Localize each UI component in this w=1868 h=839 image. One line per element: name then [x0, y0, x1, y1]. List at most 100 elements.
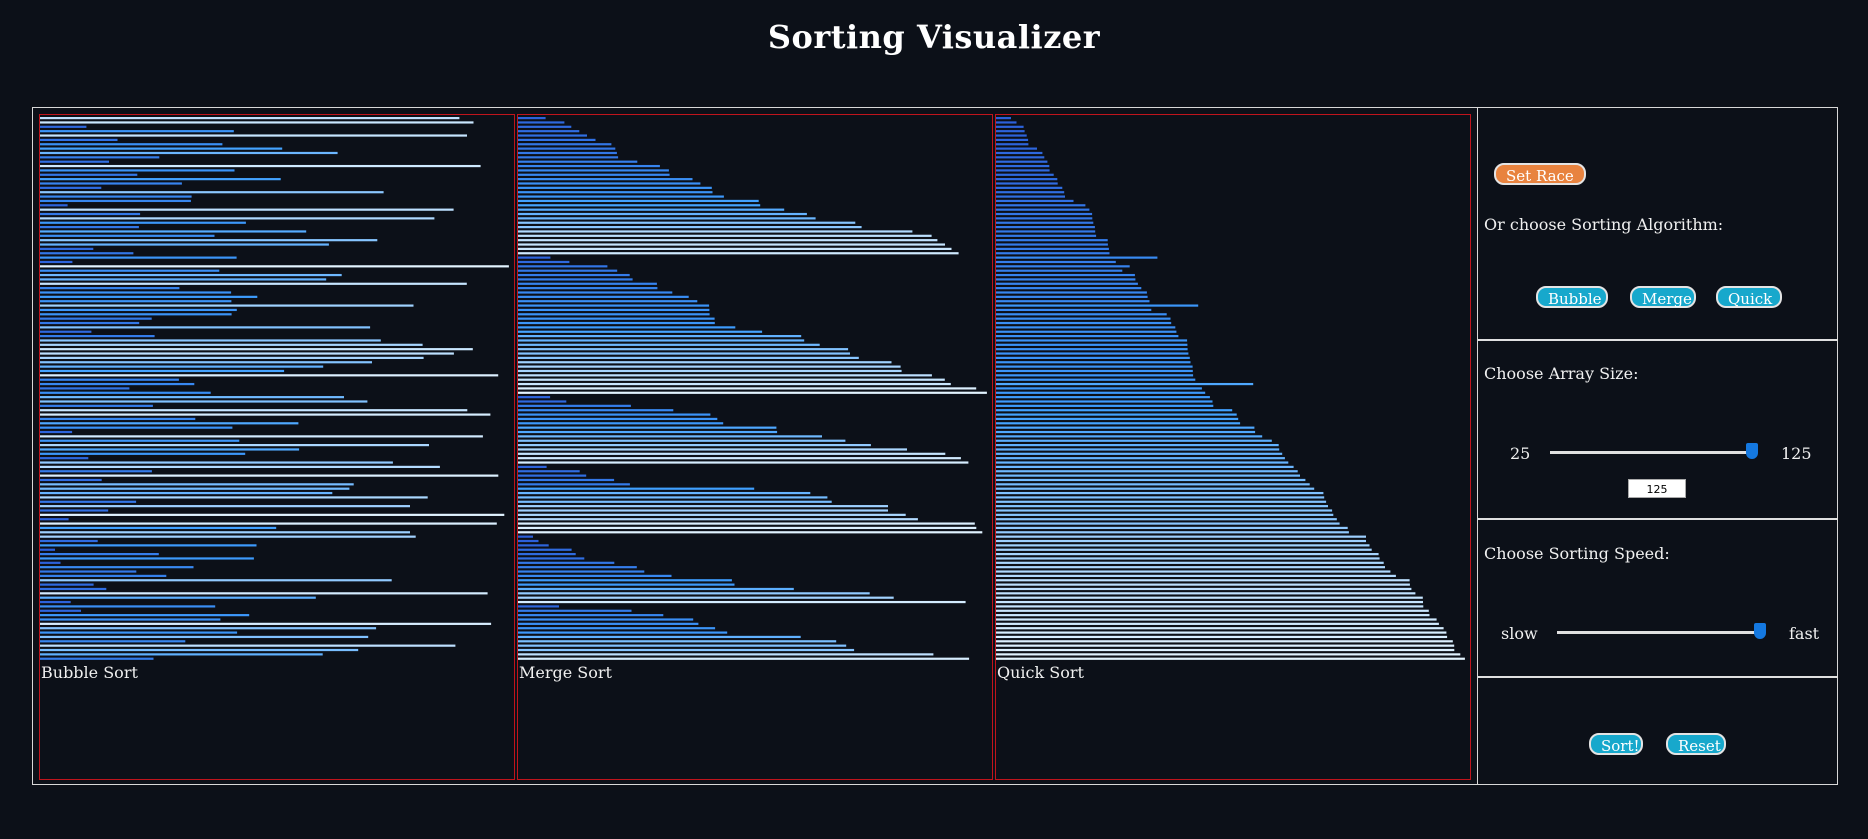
speed-slider-thumb[interactable]: [1754, 623, 1766, 639]
array-bar: [518, 439, 846, 442]
array-bar: [40, 348, 473, 351]
array-bar: [518, 444, 871, 447]
array-bar: [40, 269, 220, 272]
array-bar: [40, 365, 324, 368]
array-bar: [518, 487, 755, 490]
array-bar: [518, 195, 724, 198]
array-bar: [40, 413, 491, 416]
bubble-button[interactable]: Bubble: [1536, 286, 1608, 308]
divider: [1478, 676, 1838, 678]
array-bar: [518, 147, 616, 150]
array-bar: [40, 221, 246, 224]
array-bar: [996, 387, 1202, 390]
array-bar: [40, 151, 338, 155]
array-bar: [518, 522, 975, 525]
array-bar: [996, 539, 1366, 543]
array-bar: [996, 125, 1024, 128]
array-bar: [518, 256, 551, 259]
array-bar: [40, 252, 134, 255]
array-bar: [40, 509, 109, 512]
array-bar: [996, 330, 1177, 333]
array-bar: [996, 343, 1188, 346]
array-bar: [996, 147, 1037, 150]
array-bar: [518, 330, 763, 333]
array-bar: [996, 609, 1429, 612]
set-race-button[interactable]: Set Race: [1494, 163, 1586, 185]
array-bar: [518, 151, 617, 155]
array-bar: [996, 435, 1263, 438]
array-bar: [996, 160, 1048, 163]
array-bar: [40, 465, 440, 468]
array-bar: [40, 226, 139, 229]
array-bar: [518, 605, 559, 608]
reset-button[interactable]: Reset: [1666, 733, 1726, 755]
array-bar: [40, 417, 196, 421]
array-bar: [996, 143, 1029, 146]
array-bar: [996, 448, 1280, 451]
array-bar: [518, 317, 715, 320]
sort-button[interactable]: Sort!: [1589, 733, 1643, 755]
array-bar: [996, 465, 1294, 468]
array-bar: [996, 117, 1011, 120]
array-bar: [40, 483, 354, 486]
array-bar: [518, 491, 811, 495]
array-bar: [40, 173, 138, 176]
array-size-slider-thumb[interactable]: [1746, 443, 1758, 459]
array-bar: [40, 130, 234, 133]
array-bar: [40, 404, 153, 407]
controls-sidebar: Set Race Or choose Sorting Algorithm: Bu…: [1477, 107, 1838, 785]
array-bar: [996, 256, 1158, 259]
array-bar: [40, 374, 499, 377]
array-bar: [996, 304, 1199, 307]
array-bar: [40, 557, 254, 560]
array-bar: [996, 287, 1142, 290]
array-bar: [40, 352, 454, 355]
speed-slider-track[interactable]: [1557, 631, 1765, 634]
array-bar: [996, 396, 1210, 399]
array-bar: [996, 391, 1206, 394]
array-bar: [518, 335, 802, 338]
array-bar: [40, 474, 499, 477]
array-bar: [40, 234, 215, 237]
array-size-input[interactable]: 125: [1628, 479, 1686, 498]
quick-button[interactable]: Quick: [1716, 286, 1782, 308]
array-bar: [996, 439, 1272, 442]
array-bar: [996, 295, 1148, 298]
array-bar: [40, 513, 505, 516]
array-bar: [996, 587, 1412, 591]
array-size-slider-track[interactable]: [1550, 451, 1754, 454]
array-bar: [518, 592, 870, 595]
array-bar: [40, 435, 483, 438]
array-bar: [40, 339, 381, 342]
array-bar: [518, 561, 615, 564]
array-bar: [518, 622, 699, 625]
array-bar: [996, 500, 1327, 503]
array-bar: [518, 282, 657, 285]
array-bar: [996, 121, 1017, 124]
array-bar: [518, 300, 698, 303]
array-bar: [40, 531, 410, 534]
array-bar: [518, 474, 587, 477]
array-bar: [40, 308, 237, 312]
array-bar: [518, 609, 632, 612]
array-bar: [996, 422, 1241, 425]
array-bar: [40, 452, 246, 455]
array-bar: [518, 505, 888, 508]
array-bar: [518, 291, 673, 294]
array-bar: [40, 178, 281, 181]
array-bar: [518, 365, 901, 368]
array-bar: [518, 247, 952, 250]
array-bar: [996, 644, 1455, 647]
array-bar: [518, 243, 945, 246]
array-bar: [996, 173, 1054, 176]
array-bar: [40, 579, 392, 582]
array-bar: [40, 500, 137, 503]
array-bar: [40, 444, 429, 447]
array-bar: [518, 535, 533, 538]
array-bar: [40, 304, 414, 307]
array-bar: [996, 579, 1410, 582]
array-bar: [40, 208, 454, 211]
merge-button[interactable]: Merge: [1630, 286, 1696, 308]
array-bar: [40, 356, 424, 359]
array-bar: [518, 496, 828, 499]
